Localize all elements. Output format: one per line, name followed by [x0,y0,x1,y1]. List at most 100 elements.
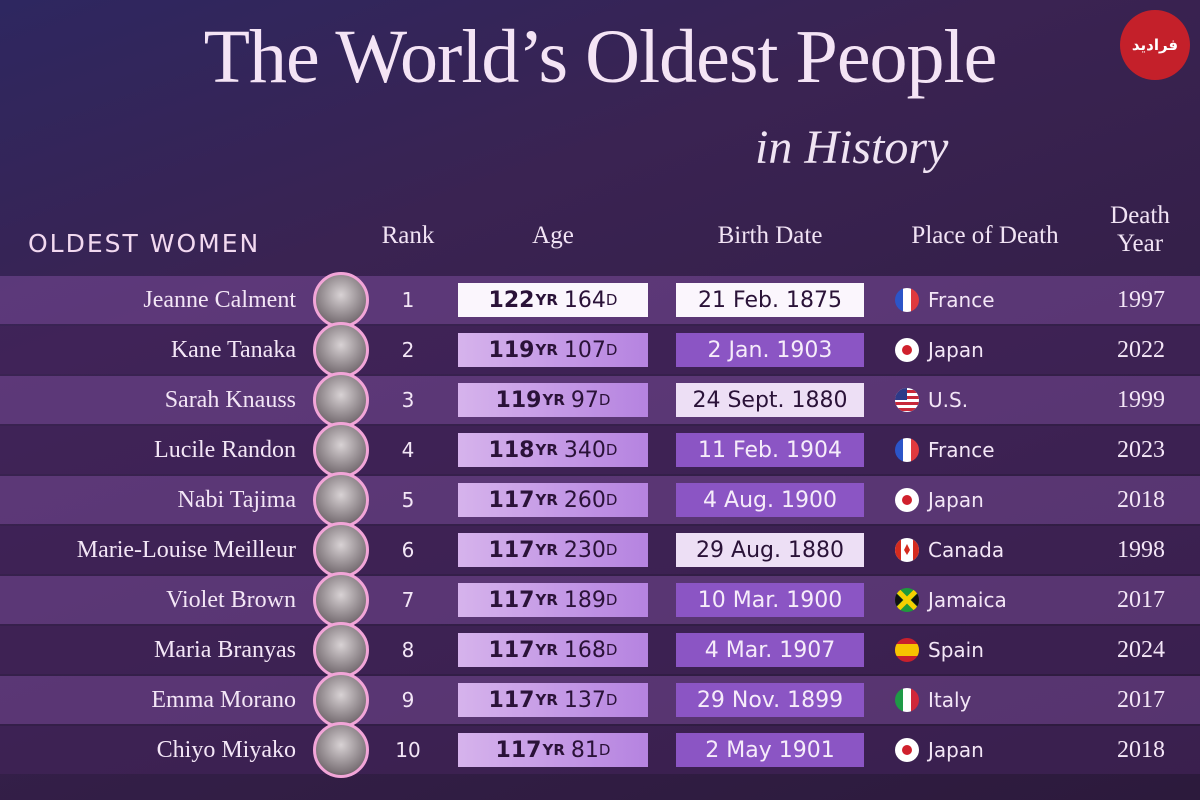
person-name: Sarah Knauss [164,386,296,413]
years-unit: YR [535,641,558,659]
flag [895,288,919,312]
column-header: Death Year [1110,202,1170,257]
age-box: 117 YR 189 D [458,583,648,617]
place-of-death: Japan [928,488,984,512]
age-years: 122 [488,287,535,313]
photo [313,672,369,728]
flag [895,438,919,462]
flag-wrap [895,576,919,624]
age-years: 117 [488,537,535,563]
years-unit: YR [542,391,565,409]
flag [895,738,919,762]
birth-date: 10 Mar. 1900 [676,583,864,617]
age-box: 118 YR 340 D [458,433,648,467]
days-unit: D [605,491,618,509]
age-years: 117 [488,637,535,663]
place-of-death: U.S. [928,388,969,412]
death-year: 2017 [1117,586,1165,613]
person-name: Maria Branyas [154,636,296,663]
age-box: 117 YR 81 D [458,733,648,767]
flag-wrap [895,276,919,324]
subtitle: in History [755,121,949,174]
column-header: Birth Date [717,222,823,249]
column-header: Rank [381,222,435,249]
days-unit: D [605,591,618,609]
days-unit: D [605,691,618,709]
photo [313,472,369,528]
photo [313,722,369,778]
death-year: 2017 [1117,686,1165,713]
age-years: 119 [488,337,535,363]
birth-date: 2 Jan. 1903 [676,333,864,367]
photo [313,272,369,328]
age-years: 117 [495,737,542,763]
birth-date: 4 Aug. 1900 [676,483,864,517]
table-row: Lucile Randon 4 118 YR 340 D 11 Feb. 1904 Franc… [0,422,1200,478]
age-days: 340 [563,437,606,463]
days-unit: D [605,641,618,659]
table-row: Kane Tanaka 2 119 YR 107 D 2 Jan. 1903 Japan 202… [0,322,1200,378]
flag [895,388,919,412]
age-box: 117 YR 168 D [458,633,648,667]
age-days: 107 [563,337,606,363]
death-year: 1997 [1117,286,1165,313]
age-years: 118 [488,437,535,463]
birth-date: 21 Feb. 1875 [676,283,864,317]
days-unit: D [605,291,618,309]
rank: 6 [401,538,415,562]
flag-wrap [895,626,919,674]
place-of-death: Italy [928,688,972,712]
death-year: 2022 [1117,336,1165,363]
watermark: فرادید [1120,10,1190,80]
person-name: Violet Brown [166,586,296,613]
years-unit: YR [535,491,558,509]
title: The World’s Oldest People [203,15,998,99]
age-days: 230 [563,537,606,563]
person-name: Chiyo Miyako [156,736,296,763]
photo [313,422,369,478]
birth-date: 29 Nov. 1899 [676,683,864,717]
rank: 4 [401,438,415,462]
age-years: 117 [488,487,535,513]
age-days: 137 [563,687,606,713]
years-unit: YR [535,341,558,359]
flag-wrap [895,476,919,524]
flag [895,588,919,612]
death-year: 1998 [1117,536,1165,563]
rank: 2 [401,338,415,362]
death-year: 1999 [1117,386,1165,413]
flag [895,488,919,512]
age-days: 260 [563,487,606,513]
person-name: Emma Morano [151,686,296,713]
age-years: 117 [488,687,535,713]
table-row: Maria Branyas 8 117 YR 168 D 4 Mar. 1907 Spain 2… [0,622,1200,678]
birth-date: 4 Mar. 1907 [676,633,864,667]
flag-wrap [895,426,919,474]
age-years: 119 [495,387,542,413]
years-unit: YR [535,441,558,459]
table-row: Violet Brown 7 117 YR 189 D 10 Mar. 1900 Jamaic… [0,572,1200,628]
flag-wrap [895,376,919,424]
age-days: 189 [563,587,606,613]
age-box: 117 YR 137 D [458,683,648,717]
rank: 10 [395,738,421,762]
flag [895,538,919,562]
age-days: 168 [563,637,606,663]
person-name: Nabi Tajima [177,486,296,513]
age-box: 117 YR 230 D [458,533,648,567]
days-unit: D [605,541,618,559]
age-box: 117 YR 260 D [458,483,648,517]
flag-wrap [895,326,919,374]
flag [895,338,919,362]
rank: 7 [401,588,415,612]
birth-date: 11 Feb. 1904 [676,433,864,467]
photo [313,622,369,678]
rank: 8 [401,638,415,662]
column-header: OLDEST WOMEN [28,229,261,258]
place-of-death: Japan [928,738,984,762]
years-unit: YR [542,741,565,759]
flag-wrap [895,676,919,724]
years-unit: YR [535,591,558,609]
table-row: Nabi Tajima 5 117 YR 260 D 4 Aug. 1900 Japan 201… [0,472,1200,528]
